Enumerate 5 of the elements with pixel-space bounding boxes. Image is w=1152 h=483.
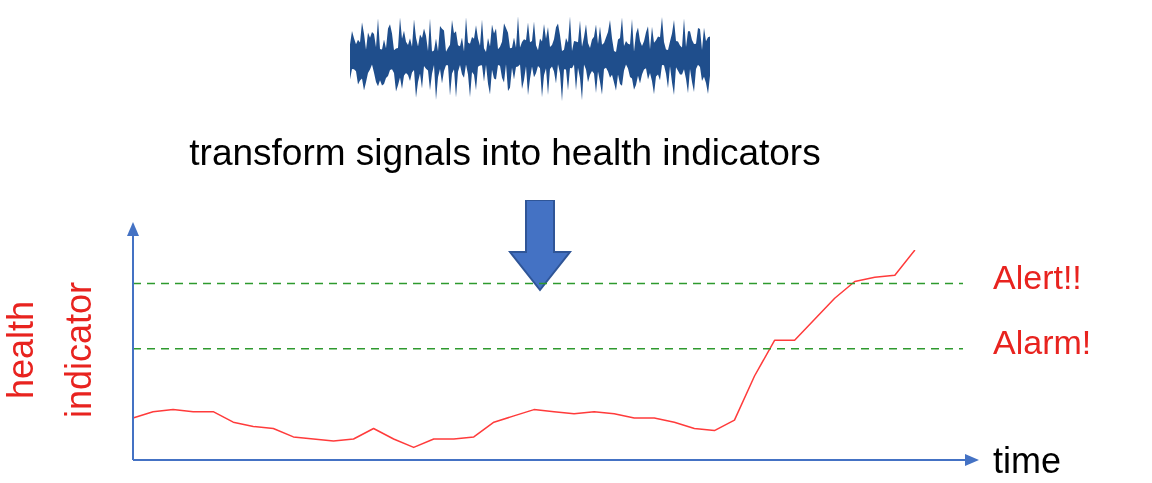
ref-line-label: Alert!! (993, 257, 1082, 296)
x-axis-title: time (993, 440, 1062, 482)
y-axis-title: health indicator (0, 280, 100, 421)
chart-title: transform signals into health indicators (188, 132, 822, 174)
ref-line-label: Alarm! (993, 323, 1092, 362)
